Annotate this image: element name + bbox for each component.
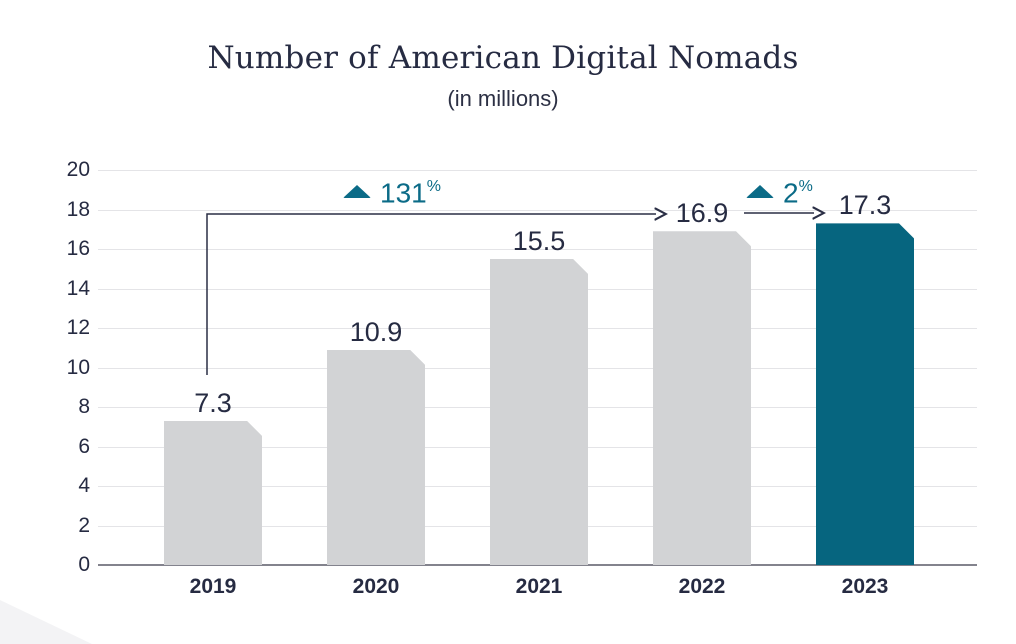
x-axis-label-2022: 2022 [678, 575, 726, 598]
bar-value-label: 17.3 [838, 190, 892, 221]
growth-arrow-2019-to-2022 [206, 214, 656, 375]
bar-2021 [490, 259, 588, 565]
corner-decoration [0, 600, 92, 644]
x-axis-baseline [98, 564, 977, 566]
chart-subtitle: (in millions) [447, 86, 559, 111]
y-axis-tick-label: 16 [66, 237, 90, 260]
growth-annotation-2: 2% [746, 176, 813, 209]
x-axis-label-2021: 2021 [515, 575, 563, 598]
up-triangle-icon [343, 184, 371, 198]
growth-arrows [206, 170, 977, 375]
gridline [98, 249, 977, 250]
growth-annotation-131: 131% [343, 176, 441, 209]
y-axis-tick-label: 4 [78, 474, 90, 497]
bar-value-label: 10.9 [349, 316, 403, 347]
bar-value-label: 16.9 [675, 198, 729, 229]
y-axis-tick-label: 20 [66, 158, 90, 181]
x-axis-label-2023: 2023 [841, 575, 889, 598]
bar-2023 [816, 223, 914, 565]
y-axis-tick-label: 14 [66, 276, 90, 300]
bar-2022 [653, 231, 751, 565]
up-triangle-icon [746, 184, 774, 198]
y-axis-tick-label: 2 [78, 513, 90, 537]
bar-2019 [164, 421, 262, 565]
y-axis-tick-label: 0 [78, 553, 90, 576]
chart-title: Number of American Digital Nomads [207, 40, 799, 76]
growth-percent-label: 131% [380, 177, 441, 209]
growth-percent-label: 2% [783, 177, 813, 209]
y-axis-tick-label: 8 [78, 395, 90, 418]
bar-value-label: 7.3 [194, 387, 232, 418]
y-axis-tick-label: 18 [66, 197, 90, 221]
gridline [98, 209, 977, 211]
bar-2020 [327, 350, 425, 565]
bar-chart-plot-area: 7.3 2019 10.9 2020 15.5 2021 16.9 2022 17.3 2023 … [98, 170, 977, 598]
x-axis-label-2020: 2020 [352, 575, 400, 598]
gridline [98, 170, 977, 171]
y-axis-tick-label: 12 [66, 316, 90, 339]
x-axis-label-2019: 2019 [189, 575, 237, 598]
y-axis-tick-label: 10 [66, 355, 90, 379]
bar-value-label: 15.5 [512, 225, 566, 256]
y-axis-tick-label: 6 [78, 434, 90, 458]
